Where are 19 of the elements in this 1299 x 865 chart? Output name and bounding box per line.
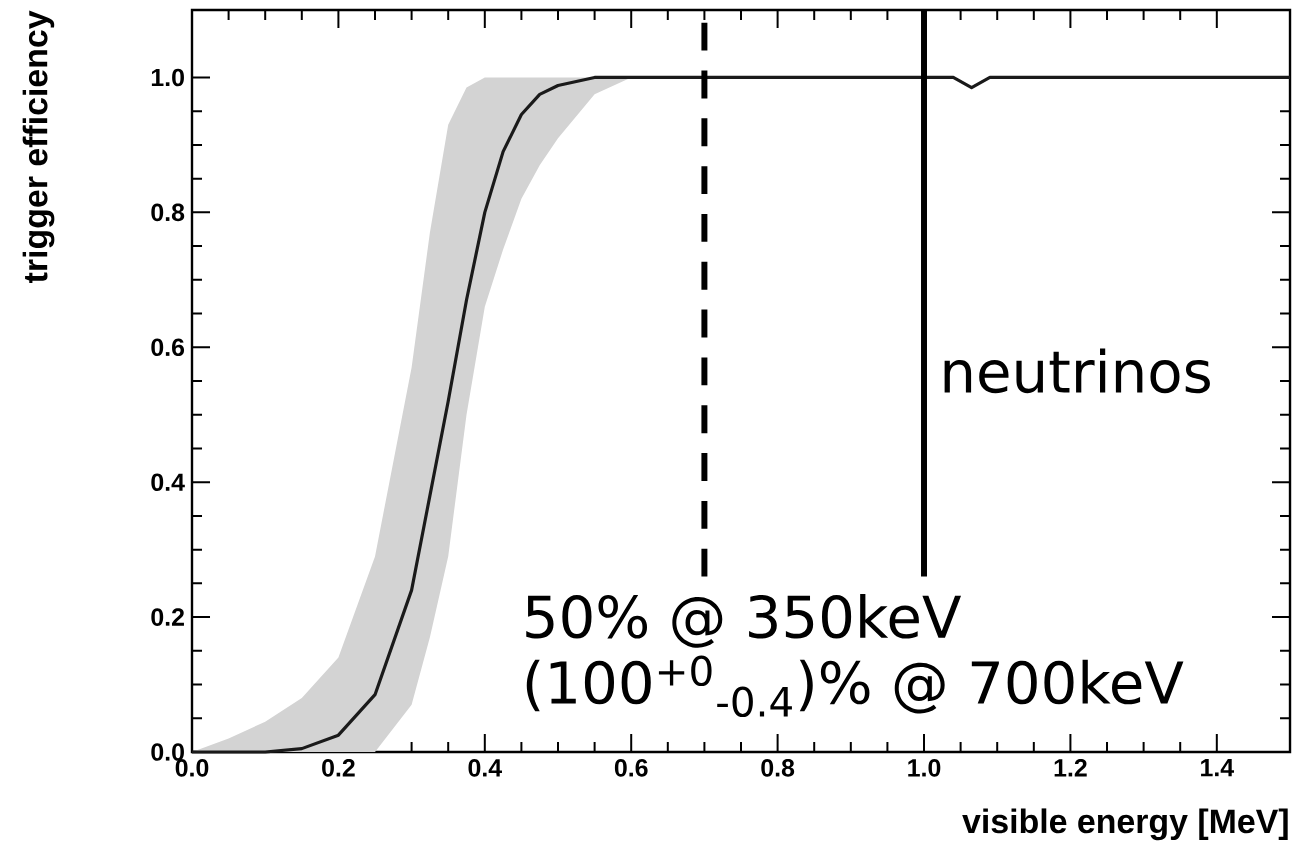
x-axis-title: visible energy [MeV] [962,808,1288,841]
y-axis-title: trigger efficiency [22,10,55,283]
x-tick-label: 0.2 [322,759,355,777]
y-tick-label: 0.2 [151,608,184,626]
x-tick-label: 1.2 [1054,759,1087,777]
y-tick-label: 0.8 [151,203,185,222]
x-tick-label: 1.0 [908,759,941,777]
annotation: (100$^{+0}$$_{-0.4}$)% @ 700keV [526,655,1184,718]
x-tick-label: 0.8 [761,759,795,777]
ref-line-label: neutrinos [944,348,1210,394]
annotation: 50% @ 350keV [526,593,962,648]
y-tick-label: 0.0 [151,743,184,761]
y-tick-label: 0.4 [151,473,185,491]
x-tick-label: 0.4 [468,759,502,777]
x-tick-label: 0.6 [614,759,648,777]
x-tick-label: 0.0 [175,759,209,777]
y-tick-label: 1.0 [151,68,184,87]
y-tick-label: 0.6 [151,338,185,357]
x-tick-label: 1.4 [1201,759,1234,777]
